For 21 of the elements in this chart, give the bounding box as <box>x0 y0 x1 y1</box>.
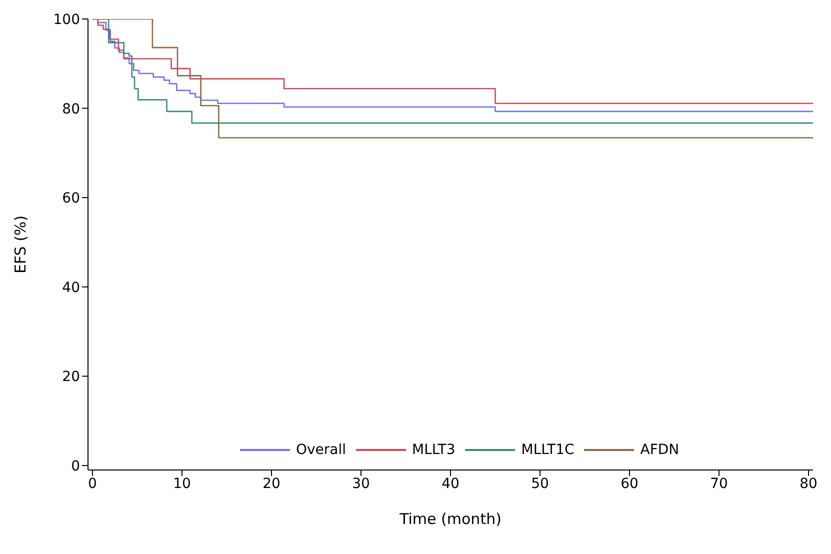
x-tick-label: 20 <box>262 476 280 492</box>
legend-label: Overall <box>296 442 346 458</box>
x-tick-label: 70 <box>710 476 728 492</box>
x-tick-label: 40 <box>442 476 460 492</box>
legend-label: AFDN <box>640 442 680 458</box>
legend-label: MLLT3 <box>412 442 456 458</box>
x-tick-label: 30 <box>352 476 370 492</box>
x-axis-title: Time (month) <box>398 510 502 528</box>
x-tick-label: 50 <box>531 476 549 492</box>
y-tick-label: 20 <box>62 369 80 386</box>
y-axis-title: EFS (%) <box>11 215 30 274</box>
y-tick-label: 100 <box>53 12 80 28</box>
y-tick-label: 40 <box>62 280 80 296</box>
legend-label: MLLT1C <box>521 442 574 458</box>
x-tick-label: 60 <box>620 476 638 492</box>
y-tick-label: 60 <box>62 190 80 207</box>
x-tick-label: 0 <box>88 476 97 492</box>
x-tick-label: 10 <box>173 476 191 492</box>
y-tick-label: 0 <box>71 458 80 475</box>
y-tick-label: 80 <box>62 101 80 118</box>
x-tick-label: 80 <box>800 476 818 492</box>
